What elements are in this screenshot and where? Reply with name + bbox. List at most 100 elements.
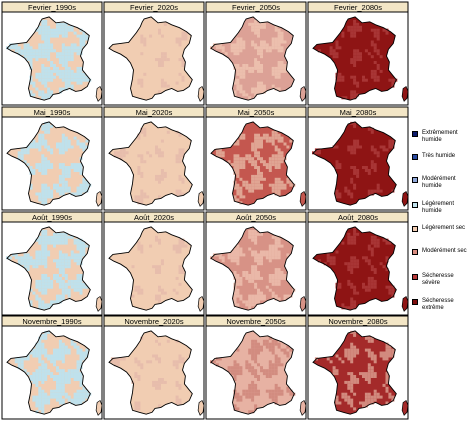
corsica-map — [401, 190, 409, 207]
france-map — [109, 226, 193, 311]
panel-title: Mai_1990s — [34, 108, 71, 117]
map-panel: Fevrier_2050s — [205, 1, 307, 106]
map-panel: Mai_2050s — [205, 106, 307, 211]
panel-title: Novembre_1990s — [22, 317, 81, 326]
panel-title: Août_2080s — [338, 213, 378, 222]
panel-title-bar — [307, 211, 409, 223]
map-texture — [113, 127, 185, 205]
panel-title: Mai_2020s — [136, 108, 173, 117]
map-panel: Fevrier_2080s — [307, 1, 409, 106]
map-panel: Mai_1990s — [1, 106, 103, 211]
map-texture — [6, 19, 92, 100]
france-outline — [312, 226, 397, 311]
map-texture — [17, 121, 92, 205]
france-outline — [210, 330, 295, 415]
legend-label: Légèrement humide — [422, 201, 455, 214]
france-outline — [312, 121, 397, 206]
panel-title-bar — [1, 315, 103, 327]
legend-swatch — [412, 226, 418, 232]
panel-title: Novembre_2020s — [124, 317, 183, 326]
map-panel: Mai_2020s — [103, 106, 205, 211]
legend-swatch — [412, 131, 418, 137]
france-outline — [312, 330, 397, 415]
legend-label: Modérément humide — [422, 176, 456, 189]
panel-title-bar — [1, 106, 103, 118]
map-panel: Novembre_2020s — [103, 315, 205, 420]
panel-title-bar — [1, 1, 103, 13]
corsica-map — [197, 190, 205, 207]
panel-title: Août_2020s — [134, 213, 174, 222]
map-texture — [312, 121, 395, 199]
panel-title-bar — [103, 106, 205, 118]
panel-title: Fevrier_2020s — [130, 3, 178, 12]
france-outline — [210, 121, 295, 206]
panel-title-bar — [307, 106, 409, 118]
france-map — [109, 121, 193, 206]
map-panel: Novembre_1990s — [1, 315, 103, 420]
legend-label: Très humide — [422, 153, 456, 159]
map-texture — [210, 229, 296, 310]
france-outline — [108, 330, 193, 415]
france-map — [109, 16, 193, 101]
panel-title-bar — [1, 211, 103, 223]
france-outline — [6, 16, 91, 101]
map-panel: Août_1990s — [1, 211, 103, 316]
map-panel: Août_2020s — [103, 211, 205, 316]
corsica-map — [401, 399, 409, 416]
corsica-map — [197, 85, 205, 102]
corsica-map — [95, 85, 103, 102]
map-texture — [215, 130, 296, 205]
france-outline — [6, 330, 91, 415]
panel-title-bar — [103, 211, 205, 223]
france-outline — [210, 226, 295, 311]
map-panel: Fevrier_1990s — [1, 1, 103, 106]
corsica-map — [299, 85, 307, 102]
legend-swatch — [412, 299, 418, 305]
panel-title-bar — [205, 211, 307, 223]
legend-swatch — [412, 177, 418, 183]
panel-title-bar — [307, 315, 409, 327]
france-outline — [108, 226, 193, 311]
map-texture — [317, 19, 398, 100]
map-texture — [137, 22, 188, 94]
panel-title-bar — [103, 315, 205, 327]
legend-label: Sécheresse sévère — [422, 273, 454, 286]
corsica-map — [299, 190, 307, 207]
france-outline — [6, 226, 91, 311]
france-map — [109, 330, 193, 415]
panel-title: Août_1990s — [32, 213, 72, 222]
map-texture — [314, 330, 395, 411]
panel-title: Novembre_2080s — [328, 317, 387, 326]
legend-swatch — [412, 154, 418, 160]
corsica-map — [401, 295, 409, 312]
panel-title-bar — [103, 1, 205, 13]
panel-title: Fevrier_1990s — [28, 3, 76, 12]
legend-swatch — [412, 274, 418, 280]
corsica-map — [95, 399, 103, 416]
corsica-map — [197, 295, 205, 312]
corsica-map — [401, 85, 409, 102]
panel-title-bar — [205, 1, 307, 13]
france-outline — [6, 121, 91, 206]
corsica-map — [95, 295, 103, 312]
map-texture — [6, 229, 89, 310]
france-outline — [108, 16, 193, 101]
panel-title: Fevrier_2050s — [232, 3, 280, 12]
corsica-map — [299, 295, 307, 312]
legend-label: Modérément sec — [422, 248, 467, 254]
panel-title-bar — [205, 315, 307, 327]
corsica-map — [197, 399, 205, 416]
panel-title: Mai_2080s — [340, 108, 377, 117]
corsica-map — [299, 399, 307, 416]
map-panel: Août_2080s — [307, 211, 409, 316]
map-texture — [131, 235, 188, 304]
map-panel: Mai_2080s — [307, 106, 409, 211]
map-panel: Novembre_2050s — [205, 315, 307, 420]
panel-title: Novembre_2050s — [226, 317, 285, 326]
legend-label: Sécheresse extrême — [422, 298, 454, 311]
panel-title: Août_2050s — [236, 213, 276, 222]
france-outline — [210, 16, 295, 101]
france-map — [313, 226, 397, 311]
legend-swatch — [412, 202, 418, 208]
